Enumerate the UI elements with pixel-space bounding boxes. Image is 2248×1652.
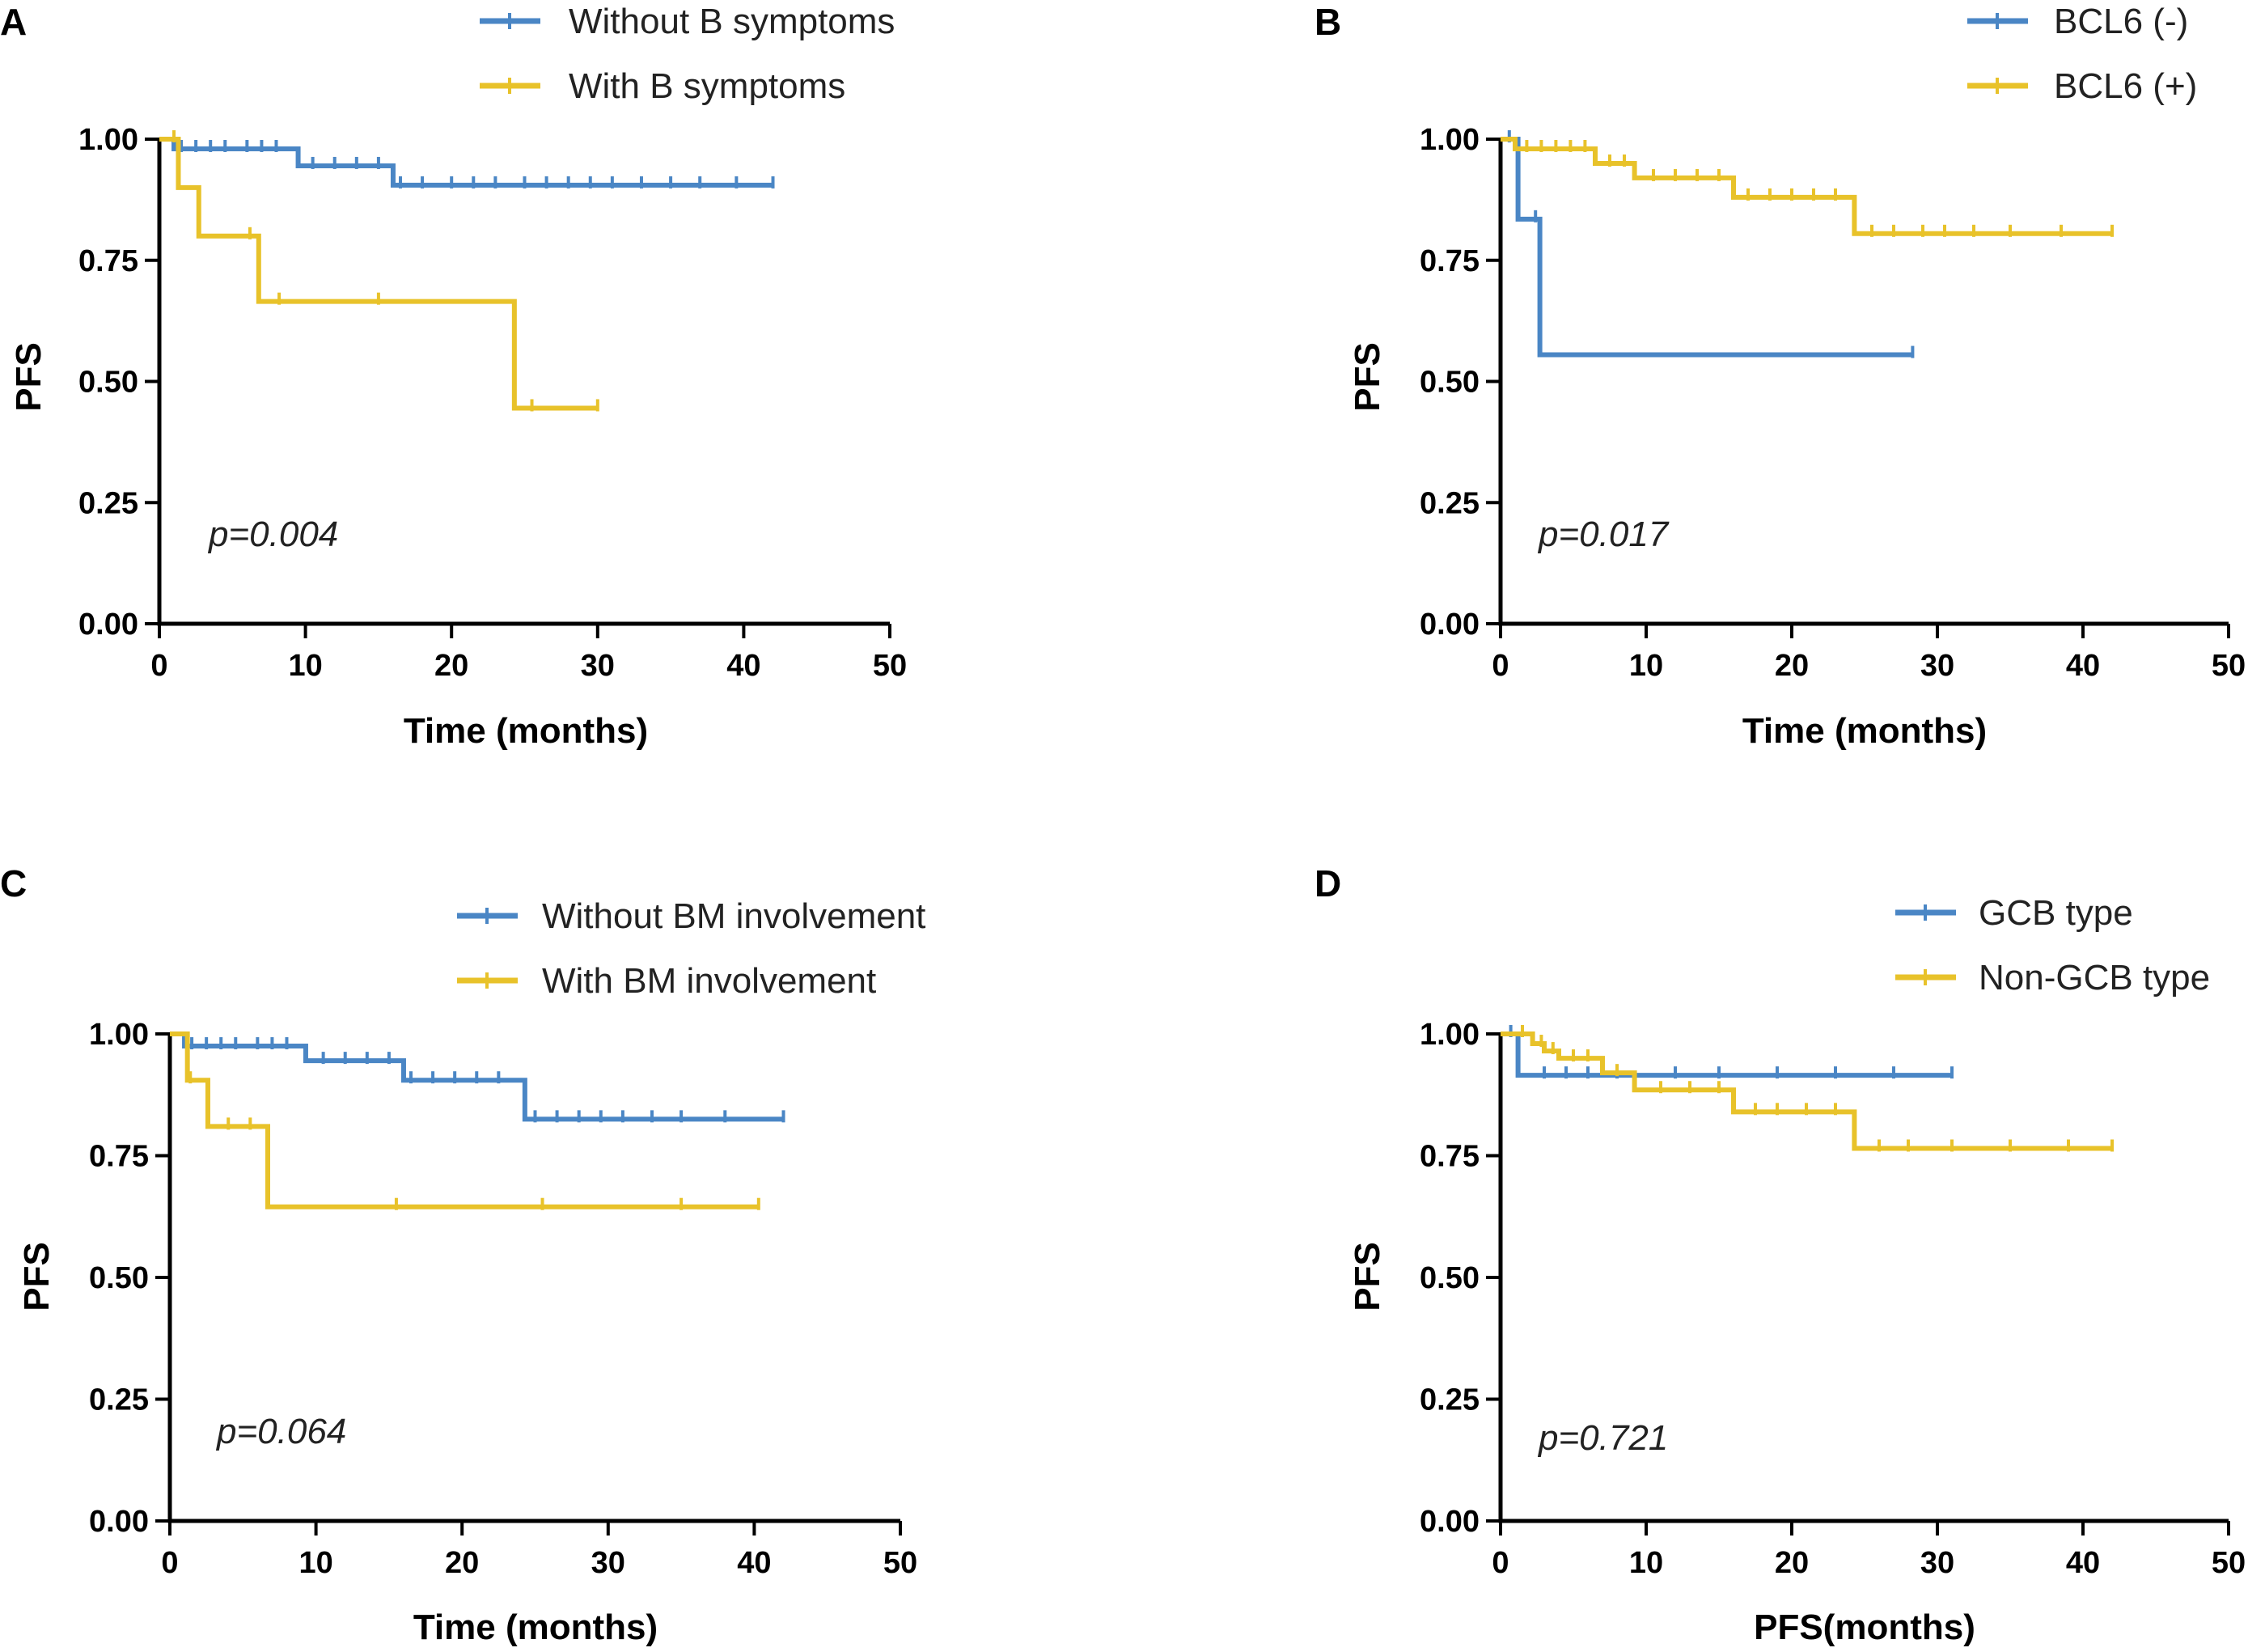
panel-b-xtick-label: 10 [1629, 649, 1663, 683]
panel-d-series-yellow-curve [1501, 1031, 2112, 1151]
legend-label-with-bm: With BM involvement [542, 961, 876, 1001]
panel-d-xtick-label: 50 [2212, 1546, 2246, 1580]
panel-d-xtick-label: 0 [1492, 1546, 1509, 1580]
panel-d-xtick-label: 20 [1775, 1546, 1809, 1580]
legend-label-non-gcb: Non-GCB type [1979, 958, 2210, 998]
panel-b-xtick-label: 30 [1920, 649, 1954, 683]
panel-a-ytick-label: 1.00 [78, 123, 138, 157]
panel-b-letter: B [1315, 1, 1341, 43]
panel-c-legend: Without BM involvement With BM involveme… [457, 896, 925, 1001]
legend-label-with-b: With B symptoms [569, 66, 845, 106]
panel-c-xtick-label: 10 [298, 1546, 332, 1580]
panel-b-xtick-label: 40 [2066, 649, 2100, 683]
panel-b-xtick-label: 20 [1775, 649, 1809, 683]
panel-d: D GCB type Non-GCB type p=0.721 PFS(mont… [1315, 862, 2210, 1647]
panel-c-plot: 0.00 0.25 0.50 0.75 1.00 0 10 20 30 40 50 [89, 1018, 917, 1580]
panel-b-y-title: PFS [1348, 342, 1387, 412]
panel-c: C Without BM involvement With BM involve… [0, 862, 925, 1647]
panel-b-ytick-label: 0.25 [1420, 486, 1480, 520]
panel-c-ytick-label: 1.00 [89, 1018, 149, 1052]
panel-b-series-blue-curve [1501, 137, 1913, 358]
panel-a-ytick-label: 0.00 [78, 608, 138, 642]
legend-label-without-bm: Without BM involvement [542, 896, 925, 936]
panel-d-legend: GCB type Non-GCB type [1895, 893, 2210, 998]
panel-b-plot: 0.00 0.25 0.50 0.75 1.00 0 10 20 30 40 50 [1420, 123, 2246, 683]
panel-c-ytick-label: 0.00 [89, 1505, 149, 1539]
panel-a-ytick-label: 0.25 [78, 486, 138, 520]
panel-d-ytick-label: 0.75 [1420, 1140, 1480, 1174]
panel-a-xtick-label: 10 [288, 649, 322, 683]
panel-a-ytick-label: 0.50 [78, 366, 138, 400]
panel-c-xtick-label: 0 [161, 1546, 178, 1580]
panel-b: B BCL6 (-) BCL6 (+) p=0.017 Time (months… [1315, 1, 2197, 751]
panel-c-ytick-label: 0.75 [89, 1140, 149, 1174]
panel-d-xtick-label: 30 [1920, 1546, 1954, 1580]
panel-c-series-blue-curve [170, 1031, 784, 1122]
panel-c-xtick-label: 30 [591, 1546, 625, 1580]
panel-a: A Without B symptoms With B symptoms p=0… [0, 1, 895, 751]
panel-d-letter: D [1315, 862, 1341, 904]
panel-d-y-title: PFS [1348, 1242, 1387, 1311]
panel-b-series-yellow-curve [1501, 137, 2112, 236]
panel-a-xtick-label: 50 [873, 649, 907, 683]
panel-b-xtick-label: 50 [2212, 649, 2246, 683]
panel-a-legend: Without B symptoms With B symptoms [480, 2, 895, 106]
panel-d-ytick-label: 1.00 [1420, 1018, 1480, 1052]
panel-a-y-title: PFS [9, 342, 49, 412]
panel-c-ytick-label: 0.25 [89, 1383, 149, 1417]
panel-a-xtick-label: 0 [150, 649, 167, 683]
panel-b-ytick-label: 0.00 [1420, 608, 1480, 642]
legend-label-bcl6-pos: BCL6 (+) [2054, 66, 2197, 106]
panel-c-series-yellow-curve [170, 1031, 759, 1209]
panel-a-xtick-label: 20 [434, 649, 468, 683]
legend-label-gcb: GCB type [1979, 893, 2133, 933]
panel-b-ytick-label: 0.75 [1420, 244, 1480, 278]
panel-c-letter: C [0, 862, 27, 904]
panel-d-pvalue: p=0.721 [1537, 1418, 1668, 1458]
legend-label-without-b: Without B symptoms [569, 2, 895, 41]
panel-c-pvalue: p=0.064 [215, 1412, 346, 1451]
panel-d-ytick-label: 0.00 [1420, 1505, 1480, 1539]
panel-c-xtick-label: 50 [883, 1546, 917, 1580]
panel-d-series-blue-curve [1501, 1031, 1952, 1078]
panel-a-series-yellow-curve [159, 137, 598, 411]
panel-d-xtick-label: 40 [2066, 1546, 2100, 1580]
panel-a-xtick-label: 40 [726, 649, 760, 683]
panel-c-y-title: PFS [17, 1242, 57, 1311]
panel-a-ytick-label: 0.75 [78, 244, 138, 278]
panel-c-xtick-label: 20 [445, 1546, 479, 1580]
panel-b-pvalue: p=0.017 [1537, 515, 1670, 554]
panel-c-xtick-label: 40 [737, 1546, 771, 1580]
panel-b-ytick-label: 0.50 [1420, 366, 1480, 400]
legend-label-bcl6-neg: BCL6 (-) [2054, 2, 2188, 41]
panel-a-series-blue-curve [159, 137, 773, 188]
panel-d-plot: 0.00 0.25 0.50 0.75 1.00 0 10 20 30 40 50 [1420, 1018, 2246, 1580]
panel-b-legend: BCL6 (-) BCL6 (+) [1967, 2, 2197, 106]
panel-a-pvalue: p=0.004 [207, 515, 338, 554]
panel-b-ytick-label: 1.00 [1420, 123, 1480, 157]
panel-b-x-title: Time (months) [1742, 711, 1987, 751]
panel-d-x-title: PFS(months) [1754, 1608, 1975, 1647]
panel-d-ytick-label: 0.50 [1420, 1261, 1480, 1295]
panel-c-x-title: Time (months) [413, 1608, 658, 1647]
panel-a-letter: A [0, 1, 27, 43]
panel-c-ytick-label: 0.50 [89, 1261, 149, 1295]
panel-b-xtick-label: 0 [1492, 649, 1509, 683]
panel-d-xtick-label: 10 [1629, 1546, 1663, 1580]
panel-d-ytick-label: 0.25 [1420, 1383, 1480, 1417]
panel-a-plot: 0.00 0.25 0.50 0.75 1.00 0 10 20 30 40 50 [78, 123, 907, 683]
panel-a-x-title: Time (months) [404, 711, 648, 751]
panel-a-xtick-label: 30 [581, 649, 615, 683]
